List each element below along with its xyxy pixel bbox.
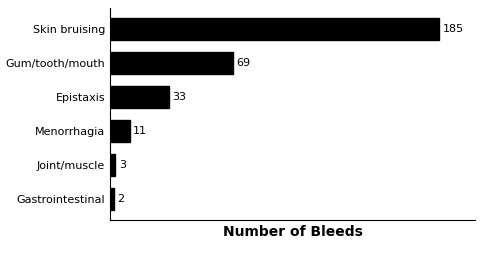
Text: 2: 2 [117, 194, 124, 204]
Bar [110, 188, 114, 210]
Bar [110, 52, 233, 74]
Text: 3: 3 [119, 160, 126, 170]
Bar [110, 18, 440, 40]
Text: 33: 33 [172, 92, 186, 102]
Bar [110, 154, 116, 176]
Bar [110, 120, 130, 142]
Bar [110, 86, 169, 108]
Text: 11: 11 [133, 126, 147, 136]
Text: 69: 69 [236, 58, 250, 68]
Text: 185: 185 [443, 24, 464, 34]
X-axis label: Number of Bleeds: Number of Bleeds [222, 225, 362, 239]
